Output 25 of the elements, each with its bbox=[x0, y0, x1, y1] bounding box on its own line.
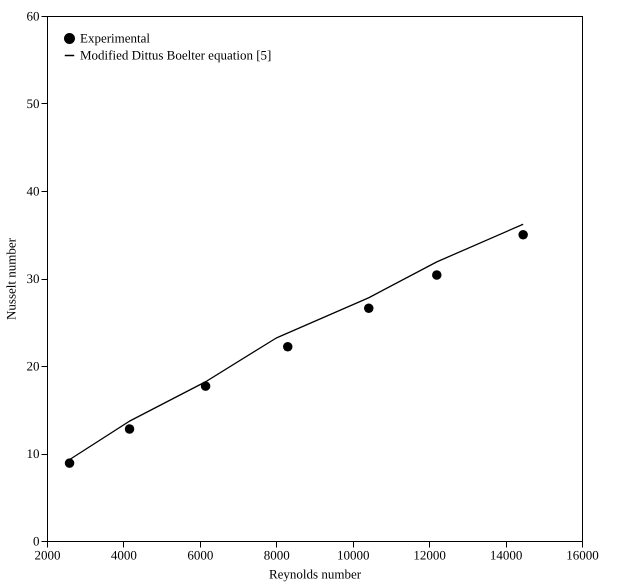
y-tick-label: 60 bbox=[26, 8, 40, 24]
y-tick-label: 40 bbox=[26, 184, 40, 198]
y-axis-title: Nusselt number bbox=[4, 237, 18, 320]
y-tick-label: 50 bbox=[26, 96, 40, 111]
x-tick-label: 2000 bbox=[34, 548, 60, 562]
point bbox=[124, 424, 134, 434]
point bbox=[364, 304, 374, 313]
x-tick-label: 8000 bbox=[264, 548, 290, 562]
point bbox=[64, 458, 74, 468]
y-tick-label: 10 bbox=[26, 446, 40, 461]
y-tick-label: 0 bbox=[33, 534, 40, 548]
point bbox=[432, 270, 442, 280]
y-tick-label: 20 bbox=[26, 358, 40, 374]
point bbox=[518, 230, 528, 240]
x-axis-title: Reynolds number bbox=[268, 566, 362, 582]
x-tick-label: 6000 bbox=[187, 548, 214, 562]
legend-label: Modified Dittus Boelter equation [5] bbox=[80, 48, 272, 62]
x-tick-label: 4000 bbox=[110, 548, 137, 562]
x-tick-label: 16000 bbox=[566, 548, 599, 562]
x-tick-label: 10000 bbox=[336, 548, 370, 562]
x-tick-label: 12000 bbox=[413, 548, 446, 562]
legend-label: Experimental bbox=[80, 30, 150, 46]
x-tick-label: 14000 bbox=[490, 548, 522, 562]
y-tick-label: 30 bbox=[26, 271, 40, 286]
point bbox=[283, 342, 292, 352]
